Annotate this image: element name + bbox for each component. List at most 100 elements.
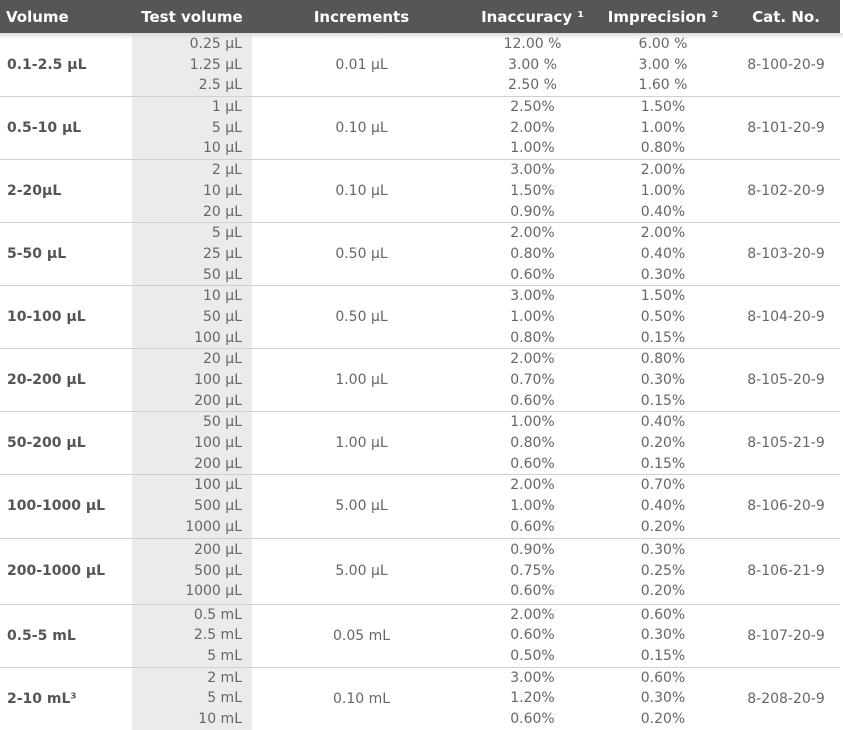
increment-cell: 5.00 µL — [252, 474, 471, 538]
header-test-volume: Test volume — [132, 0, 252, 34]
test-volume-cell-value: 2.5 µL — [198, 77, 242, 94]
volume-cell: 200-1000 µL — [0, 537, 132, 604]
volume-cell: 50-200 µL — [0, 411, 132, 475]
table-row: 2-20µL 2 µL 10 µL 20 µL 0.10 µL 3.00% 1.50% 0.9… — [0, 159, 840, 223]
inaccuracy-cell-value: 0.80% — [510, 329, 555, 346]
inaccuracy-cell: 3.00% 1.50% 0.90% — [471, 159, 594, 223]
test-volume-cell-value: 500 µL — [194, 562, 242, 579]
inaccuracy-cell-value: 2.00% — [510, 119, 555, 136]
test-volume-cell-value: 200 µL — [194, 392, 242, 409]
table-body: 0.1-2.5 µL 0.25 µL 1.25 µL 2.5 µL 0.01 µL 12.… — [0, 32, 840, 730]
cat-no-cell: 8-104-20-9 — [732, 285, 840, 349]
cat-no-cell: 8-107-20-9 — [732, 603, 840, 668]
inaccuracy-cell-value: 1.00% — [510, 308, 555, 325]
increment-cell: 0.10 mL — [252, 666, 471, 730]
test-volume-cell: 5 µL 25 µL 50 µL — [132, 222, 252, 286]
test-volume-cell-value: 50 µL — [203, 266, 242, 283]
test-volume-cell: 0.5 mL 2.5 mL 5 mL — [132, 603, 252, 668]
increment-cell: 0.05 mL — [252, 603, 471, 668]
imprecision-cell: 1.50% 0.50% 0.15% — [594, 285, 732, 349]
test-volume-cell: 50 µL 100 µL 200 µL — [132, 411, 252, 475]
header-volume: Volume — [0, 0, 132, 34]
inaccuracy-cell: 12.00 % 3.00 % 2.50 % — [471, 32, 594, 97]
cat-no-cell: 8-105-21-9 — [732, 411, 840, 475]
imprecision-cell: 0.70% 0.40% 0.20% — [594, 474, 732, 538]
table-row: 0.1-2.5 µL 0.25 µL 1.25 µL 2.5 µL 0.01 µL 12.… — [0, 32, 840, 97]
imprecision-cell: 6.00 % 3.00 % 1.60 % — [594, 32, 732, 97]
volume-cell: 0.1-2.5 µL — [0, 32, 132, 97]
imprecision-cell: 0.80% 0.30% 0.15% — [594, 348, 732, 412]
imprecision-cell-value: 0.15% — [640, 455, 686, 472]
test-volume-cell-value: 2 µL — [211, 162, 242, 179]
imprecision-cell: 2.00% 1.00% 0.40% — [594, 159, 732, 223]
test-volume-cell-value: 10 µL — [203, 288, 242, 305]
table-header-row: Volume Test volume Increments Inaccuracy… — [0, 0, 840, 34]
inaccuracy-cell: 1.00% 0.80% 0.60% — [471, 411, 594, 475]
inaccuracy-cell-value: 2.00% — [510, 606, 555, 623]
imprecision-cell-value: 0.15% — [640, 329, 686, 346]
inaccuracy-cell-value: 0.80% — [510, 435, 555, 452]
imprecision-cell-value: 0.20% — [640, 583, 686, 600]
cat-no-cell: 8-105-20-9 — [732, 348, 840, 412]
imprecision-cell-value: 0.25% — [640, 562, 686, 579]
inaccuracy-cell: 2.00% 0.60% 0.50% — [471, 603, 594, 668]
inaccuracy-cell-value: 2.50 % — [508, 77, 557, 94]
imprecision-cell-value: 0.20% — [640, 518, 686, 535]
test-volume-cell-value: 100 µL — [194, 477, 242, 494]
imprecision-cell: 1.50% 1.00% 0.80% — [594, 96, 732, 160]
test-volume-cell-value: 100 µL — [194, 372, 242, 388]
inaccuracy-cell-value: 0.60% — [510, 455, 555, 472]
test-volume-cell-value: 5 µL — [211, 225, 242, 242]
inaccuracy-cell: 2.00% 0.80% 0.60% — [471, 222, 594, 286]
volume-cell: 0.5-10 µL — [0, 96, 132, 160]
cat-no-cell: 8-100-20-9 — [732, 32, 840, 97]
imprecision-cell: 0.30% 0.25% 0.20% — [594, 537, 732, 604]
increment-cell: 1.00 µL — [252, 411, 471, 475]
table-row: 10-100 µL 10 µL 50 µL 100 µL 0.50 µL 3.00% 1.0… — [0, 285, 840, 349]
volume-cell: 100-1000 µL — [0, 474, 132, 538]
test-volume-cell: 100 µL 500 µL 1000 µL — [132, 474, 252, 538]
test-volume-cell-value: 100 µL — [194, 435, 242, 452]
test-volume-cell: 0.25 µL 1.25 µL 2.5 µL — [132, 32, 252, 97]
test-volume-cell-value: 200 µL — [194, 541, 242, 558]
inaccuracy-cell-value: 1.20% — [510, 690, 555, 707]
test-volume-cell-value: 25 µL — [203, 245, 242, 262]
imprecision-cell: 2.00% 0.40% 0.30% — [594, 222, 732, 286]
inaccuracy-cell-value: 2.00% — [510, 225, 555, 242]
test-volume-cell-value: 5 mL — [207, 690, 242, 707]
test-volume-cell-value: 1000 µL — [185, 583, 242, 600]
cat-no-cell: 8-102-20-9 — [732, 159, 840, 223]
imprecision-cell: 0.40% 0.20% 0.15% — [594, 411, 732, 475]
inaccuracy-cell-value: 2.00% — [510, 477, 555, 494]
inaccuracy-cell-value: 1.00% — [510, 414, 555, 431]
imprecision-cell-value: 0.30% — [640, 266, 686, 283]
volume-cell: 20-200 µL — [0, 348, 132, 412]
table-row: 5-50 µL 5 µL 25 µL 50 µL 0.50 µL 2.00% 0.80% 0.… — [0, 222, 840, 286]
inaccuracy-cell-value: 0.90% — [510, 541, 555, 558]
imprecision-cell-value: 1.00% — [640, 182, 686, 199]
imprecision-cell-value: 0.60% — [640, 669, 686, 686]
test-volume-cell-value: 10 mL — [198, 710, 242, 727]
header-cat-no: Cat. No. — [732, 0, 840, 34]
imprecision-cell-value: 1.60 % — [638, 77, 688, 94]
test-volume-cell: 2 µL 10 µL 20 µL — [132, 159, 252, 223]
header-imprecision: Imprecision ² — [594, 0, 732, 34]
inaccuracy-cell-value: 0.90% — [510, 203, 555, 220]
inaccuracy-cell-value: 2.00% — [510, 351, 555, 368]
cat-no-cell: 8-106-21-9 — [732, 537, 840, 604]
volume-cell: 2-20µL — [0, 159, 132, 223]
cat-no-cell: 8-106-20-9 — [732, 474, 840, 538]
table-row: 0.5-10 µL 1 µL 5 µL 10 µL 0.10 µL 2.50% 2.00% 1… — [0, 96, 840, 160]
volume-cell: 0.5-5 mL — [0, 603, 132, 668]
imprecision-cell-value: 0.80% — [640, 140, 686, 157]
inaccuracy-cell: 3.00% 1.20% 0.60% — [471, 666, 594, 730]
test-volume-cell-value: 10 µL — [203, 182, 242, 199]
inaccuracy-cell-value: 0.60% — [510, 583, 555, 600]
inaccuracy-cell-value: 1.00% — [510, 140, 555, 157]
inaccuracy-cell-value: 0.50% — [510, 647, 555, 664]
volume-cell: 2-10 mL³ — [0, 666, 132, 730]
test-volume-cell-value: 1.25 µL — [189, 56, 242, 73]
imprecision-cell: 0.60% 0.30% 0.20% — [594, 666, 732, 730]
cat-no-cell: 8-103-20-9 — [732, 222, 840, 286]
